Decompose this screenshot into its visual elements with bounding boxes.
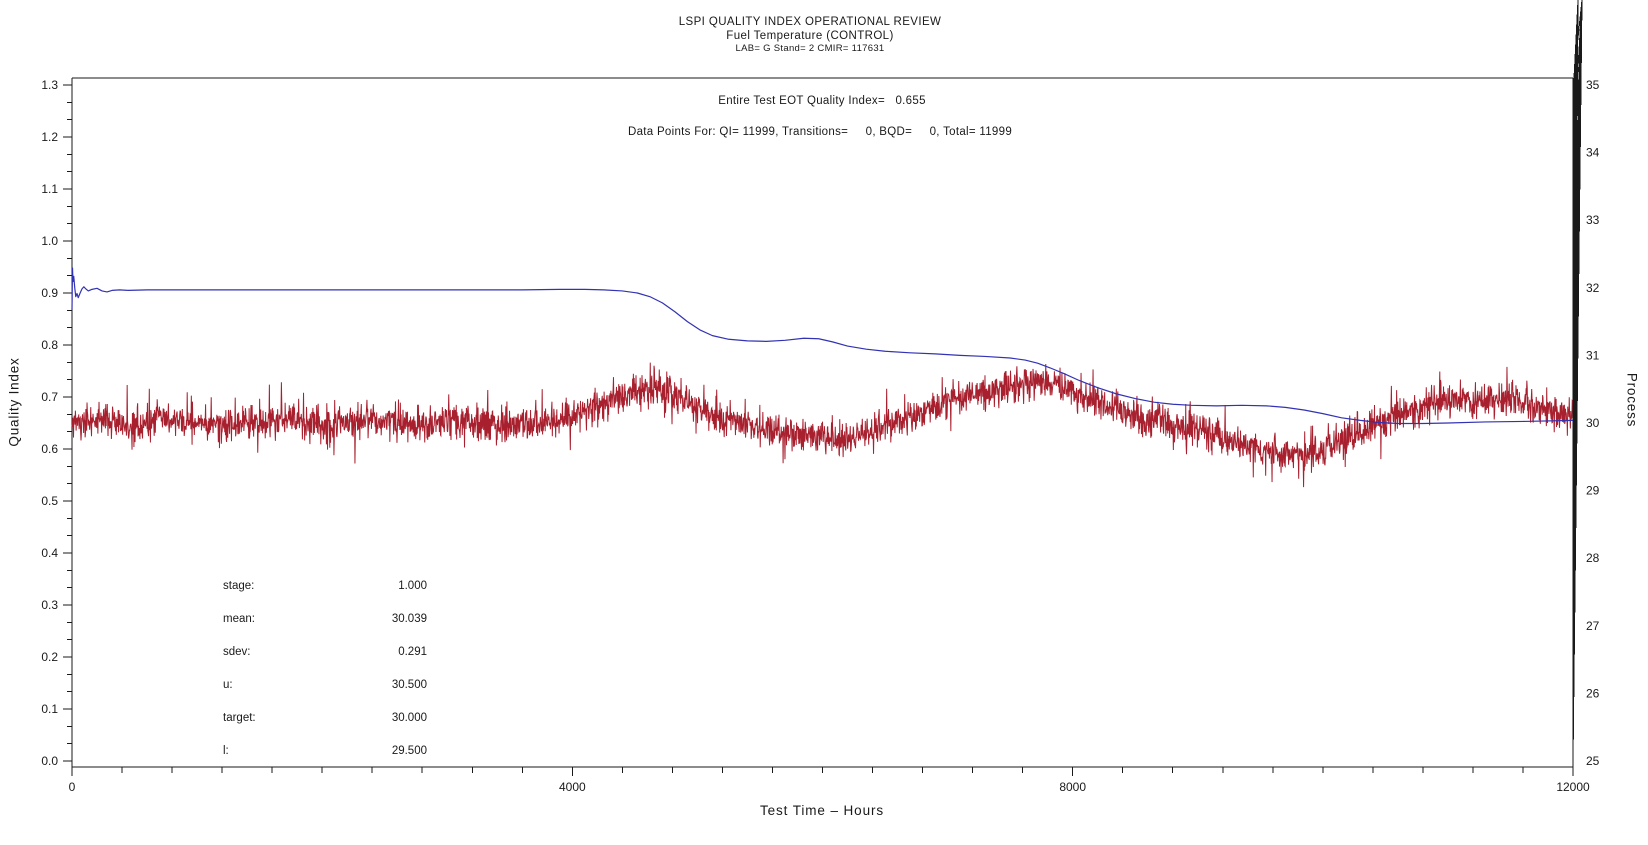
series-quality-index-line: [71, 267, 1573, 425]
x-tick-label: 4000: [559, 780, 586, 794]
stat-value: 30.500: [391, 679, 427, 691]
annotation-eot-quality-index: Entire Test EOT Quality Index= 0.655: [718, 95, 926, 107]
stat-value: 29.500: [391, 745, 427, 757]
stat-row-target: target: 30.000: [223, 712, 427, 726]
y-right-tick-label: 29: [1586, 484, 1600, 498]
stat-row-l: l: 29.500: [223, 745, 427, 759]
stat-value: 30.000: [391, 712, 427, 724]
y-left-tick-label: 0.8: [41, 338, 58, 352]
y-right-tick-label: 27: [1586, 619, 1600, 633]
axis-ticks-x: 0 4000 8000 12000: [69, 767, 1590, 794]
stat-label: sdev:: [223, 646, 251, 658]
stat-label: stage:: [223, 580, 255, 592]
annotation-data-points: Data Points For: QI= 11999, Transitions=…: [627, 126, 1013, 138]
y-left-tick-label: 0.4: [41, 546, 58, 560]
y-right-tick-label: 30: [1586, 416, 1600, 430]
axis-ticks-left: 0.0 0.1 0.2 0.3 0.4 0.5 0.6 0.7 0.8 0.9 1.0 1.1 1.2 1…: [41, 78, 72, 768]
y-left-tick-label: 0.5: [41, 494, 58, 508]
y-right-tick-label: 25: [1586, 754, 1600, 768]
y-left-tick-label: 1.1: [41, 182, 58, 196]
y-axis-left-title: Quality Index: [6, 357, 22, 447]
axis-ticks-right: 25 26 27 28 29 30 31 32 33 34 35: [1572, 0, 1600, 768]
chart-title: LSPI QUALITY INDEX OPERATIONAL REVIEW: [678, 16, 942, 28]
stat-label: l:: [223, 745, 229, 757]
y-right-tick-label: 35: [1586, 78, 1600, 92]
y-left-tick-label: 0.0: [41, 754, 58, 768]
stat-row-stage: stage: 1.000: [223, 580, 427, 594]
y-axis-right-title: Process: [1624, 372, 1640, 428]
y-right-tick-label: 26: [1586, 686, 1600, 700]
stat-value: 0.291: [398, 646, 427, 658]
stat-value: 30.039: [391, 613, 427, 625]
y-right-tick-label: 34: [1586, 146, 1600, 160]
y-right-tick-label: 32: [1586, 281, 1600, 295]
x-axis-title: Test Time – Hours: [759, 803, 885, 818]
stat-row-mean: mean: 30.039: [223, 613, 427, 627]
y-left-tick-label: 0.6: [41, 442, 58, 456]
y-left-tick-label: 1.2: [41, 130, 58, 144]
stat-label: target:: [223, 712, 256, 724]
x-tick-label: 12000: [1556, 780, 1590, 794]
y-left-tick-label: 0.7: [41, 390, 58, 404]
y-left-tick-label: 0.2: [41, 650, 58, 664]
stat-row-u: u: 30.500: [223, 679, 427, 693]
y-left-tick-label: 0.9: [41, 286, 58, 300]
stat-value: 1.000: [398, 580, 427, 592]
x-tick-label: 0: [69, 780, 76, 794]
y-left-tick-label: 0.3: [41, 598, 58, 612]
x-tick-label: 8000: [1059, 780, 1086, 794]
stat-row-sdev: sdev: 0.291: [223, 646, 427, 660]
y-right-tick-label: 33: [1586, 213, 1600, 227]
y-left-tick-label: 1.3: [41, 78, 58, 92]
y-left-tick-label: 0.1: [41, 702, 58, 716]
stat-label: u:: [223, 679, 233, 691]
y-left-tick-label: 1.0: [41, 234, 58, 248]
stat-label: mean:: [223, 613, 255, 625]
stats-block: stage: 1.000 mean: 30.039 sdev: 0.291 u:…: [223, 580, 427, 765]
chart-subtitle: Fuel Temperature (CONTROL): [726, 30, 894, 42]
y-right-tick-label: 31: [1586, 348, 1600, 362]
chart-meta: LAB= G Stand= 2 CMIR= 117631: [735, 43, 885, 54]
series-process-line: [71, 362, 1574, 488]
y-right-tick-label: 28: [1586, 551, 1600, 565]
